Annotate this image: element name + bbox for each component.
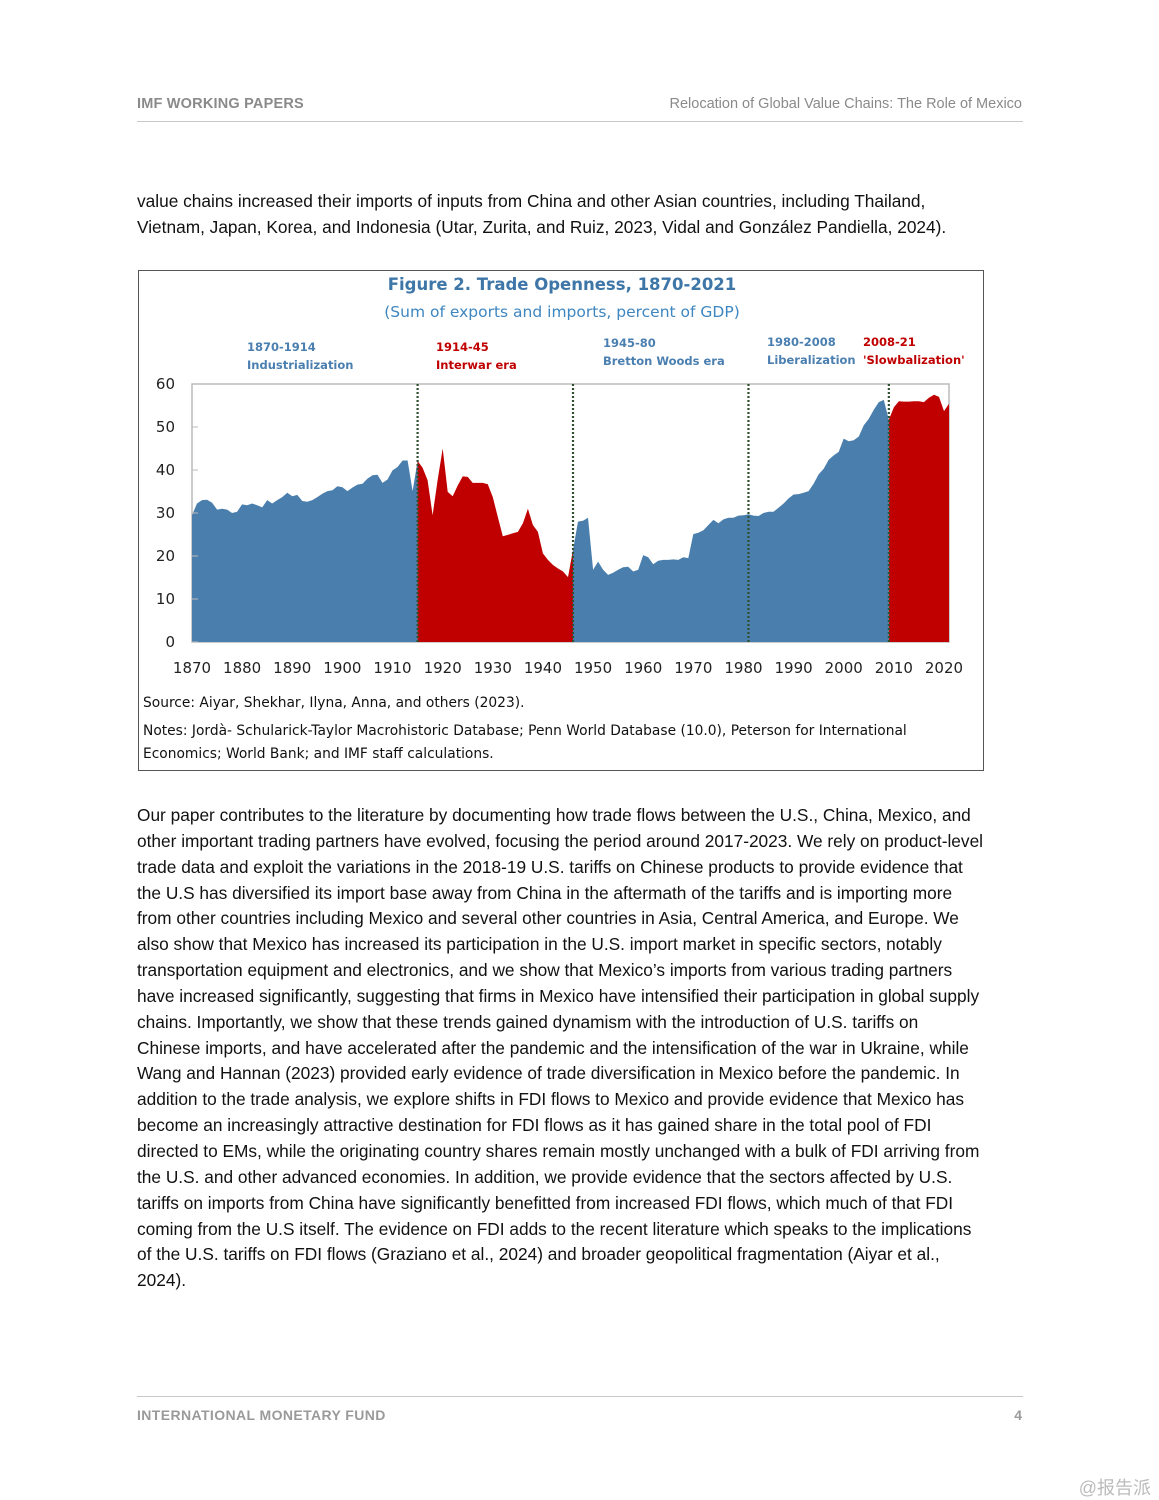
page-number: 4 (1014, 1407, 1022, 1423)
text-line: value chains increased their imports of … (137, 191, 926, 211)
x-tick-label: 2010 (875, 659, 913, 677)
period-label-slowbalization: 2008-21 'Slowbalization' (863, 333, 965, 369)
text-line: tariffs on imports from China have signi… (137, 1192, 954, 1213)
period-years: 1945-80 (603, 336, 656, 350)
x-tick-label: 1880 (223, 659, 261, 677)
text-line: directed to EMs, while the originating c… (137, 1140, 980, 1161)
running-header-series: IMF WORKING PAPERS (137, 96, 304, 112)
y-tick-label: 10 (156, 590, 175, 608)
area-period-4 (888, 394, 949, 642)
period-label-interwar: 1914-45 Interwar era (436, 338, 517, 374)
y-tick-label: 40 (156, 461, 175, 479)
figure-title: Figure 2. Trade Openness, 1870-2021 (387, 275, 737, 294)
period-years: 2008-21 (863, 335, 916, 349)
period-label-bretton-woods: 1945-80 Bretton Woods era (603, 334, 725, 370)
area-period-0 (192, 460, 418, 642)
text-line: the U.S. and other advanced economies. I… (137, 1166, 953, 1187)
text-line: Wang and Hannan (2023) provided early ev… (137, 1063, 960, 1084)
intro-paragraph: value chains increased their imports of … (137, 189, 1037, 241)
period-label-liberalization: 1980-2008 Liberalization (767, 333, 856, 369)
figure-2: Figure 2. Trade Openness, 1870-2021 (Sum… (138, 270, 984, 771)
text-line: transportation equipment and electronics… (137, 960, 953, 981)
text-line: of the U.S. tariffs on FDI flows (Grazia… (137, 1244, 940, 1265)
text-line: coming from the U.S itself. The evidence… (137, 1218, 972, 1239)
header-rule (137, 121, 1023, 122)
x-tick-label: 1930 (474, 659, 512, 677)
x-tick-label: 1870 (173, 659, 211, 677)
figure-subtitle: (Sum of exports and imports, percent of … (384, 303, 740, 321)
footer-publisher: INTERNATIONAL MONETARY FUND (137, 1407, 386, 1423)
area-period-1 (417, 448, 574, 642)
y-tick-label: 20 (156, 547, 175, 565)
period-years: 1914-45 (436, 340, 489, 354)
period-name: Industrialization (247, 358, 354, 372)
x-tick-label: 1960 (624, 659, 662, 677)
text-line: Vietnam, Japan, Korea, and Indonesia (Ut… (137, 216, 947, 237)
y-tick-label: 50 (156, 418, 175, 436)
watermark: @报告派 (1078, 1478, 1151, 1498)
area-period-3 (748, 399, 889, 642)
y-tick-label: 30 (156, 504, 175, 522)
footer-rule (137, 1396, 1023, 1397)
x-tick-label: 1890 (273, 659, 311, 677)
x-tick-label: 1940 (524, 659, 562, 677)
period-years: 1870-1914 (247, 340, 316, 354)
x-tick-label: 1970 (674, 659, 712, 677)
x-tick-label: 1980 (724, 659, 762, 677)
text-line: from other countries including Mexico an… (137, 908, 959, 929)
x-tick-label: 2000 (825, 659, 863, 677)
y-tick-label: 60 (156, 375, 175, 393)
x-tick-label: 1990 (774, 659, 812, 677)
running-header-title: Relocation of Global Value Chains: The R… (669, 96, 1023, 112)
text-line: also show that Mexico has increased its … (137, 934, 942, 955)
period-name: 'Slowbalization' (863, 353, 965, 367)
figure-notes-line: Economics; World Bank; and IMF staff cal… (143, 746, 494, 762)
period-label-industrialization: 1870-1914 Industrialization (247, 338, 353, 374)
period-name: Bretton Woods era (603, 354, 725, 368)
figure-notes-line: Notes: Jordà- Schularick-Taylor Macrohis… (143, 723, 907, 739)
period-name: Liberalization (767, 353, 856, 367)
text-line: trade data and exploit the variations in… (137, 856, 963, 877)
text-line: other important trading partners have ev… (137, 830, 984, 851)
text-line: the U.S has diversified its import base … (137, 882, 953, 903)
x-tick-label: 1920 (424, 659, 462, 677)
text-line: Our paper contributes to the literature … (137, 805, 971, 825)
body-paragraph: Our paper contributes to the literature … (137, 803, 1037, 1294)
text-line: have increased significantly, suggesting… (137, 985, 980, 1006)
text-line: addition to the trade analysis, we explo… (137, 1089, 965, 1110)
text-line: chains. Importantly, we show that these … (137, 1011, 919, 1032)
x-tick-label: 1900 (323, 659, 361, 677)
period-name: Interwar era (436, 358, 517, 372)
period-years: 1980-2008 (767, 335, 836, 349)
x-tick-label: 2020 (925, 659, 963, 677)
area-period-2 (573, 514, 749, 642)
figure-source: Source: Aiyar, Shekhar, Ilyna, Anna, and… (143, 695, 525, 711)
y-tick-label: 0 (165, 633, 175, 651)
text-line: 2024). (137, 1270, 187, 1291)
x-tick-label: 1910 (373, 659, 411, 677)
trade-openness-chart: 0 10 20 30 40 50 60 1870 1880 1890 1900 1910 1920 193… (156, 375, 963, 677)
x-tick-label: 1950 (574, 659, 612, 677)
text-line: Chinese imports, and have accelerated af… (137, 1037, 969, 1058)
text-line: become an increasingly attractive destin… (137, 1115, 932, 1136)
